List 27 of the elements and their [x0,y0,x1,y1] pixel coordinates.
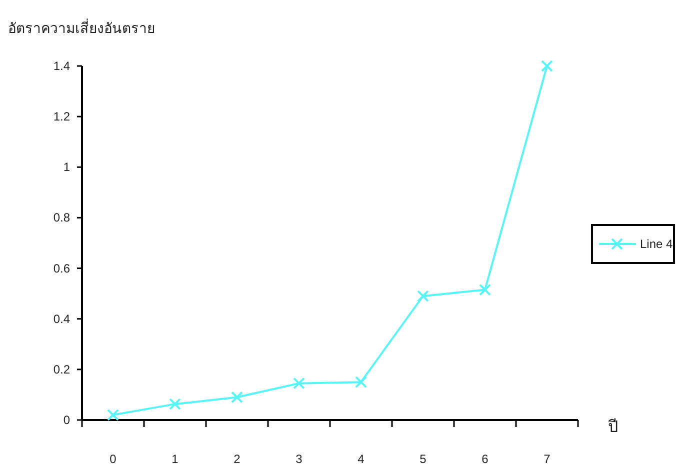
x-tick-label: 2 [234,452,241,466]
point [541,60,553,72]
x-tick-label: 3 [296,452,303,466]
y-tick-label: 0 [63,413,70,427]
y-tick-label: 0.2 [53,362,70,376]
y-tick-label: 1 [63,160,70,174]
y-tick-label: 1.2 [53,110,70,124]
x-tick-label: 6 [482,452,489,466]
y-tick-label: 0.4 [53,312,70,326]
x-tick-label: 4 [358,452,365,466]
point [479,284,491,296]
point [107,408,119,421]
x-tick-label: 7 [544,452,551,466]
legend-label: Line 4 [640,237,674,251]
y-axis-title: อัตราความเสี่ยงอันตราย [8,19,155,36]
x-tick-label: 0 [110,452,117,466]
point [293,377,305,390]
point [355,376,367,388]
y-tick-label: 0.8 [53,210,70,225]
point [169,398,181,410]
x-tick-label: 1 [172,452,179,466]
point [231,391,243,404]
y-tick-label: 1.4 [53,59,70,73]
y-tick-label: 0.6 [53,261,70,276]
x-tick-label: 5 [420,452,427,466]
x-axis-title: ปี [608,418,618,436]
point [417,290,429,302]
